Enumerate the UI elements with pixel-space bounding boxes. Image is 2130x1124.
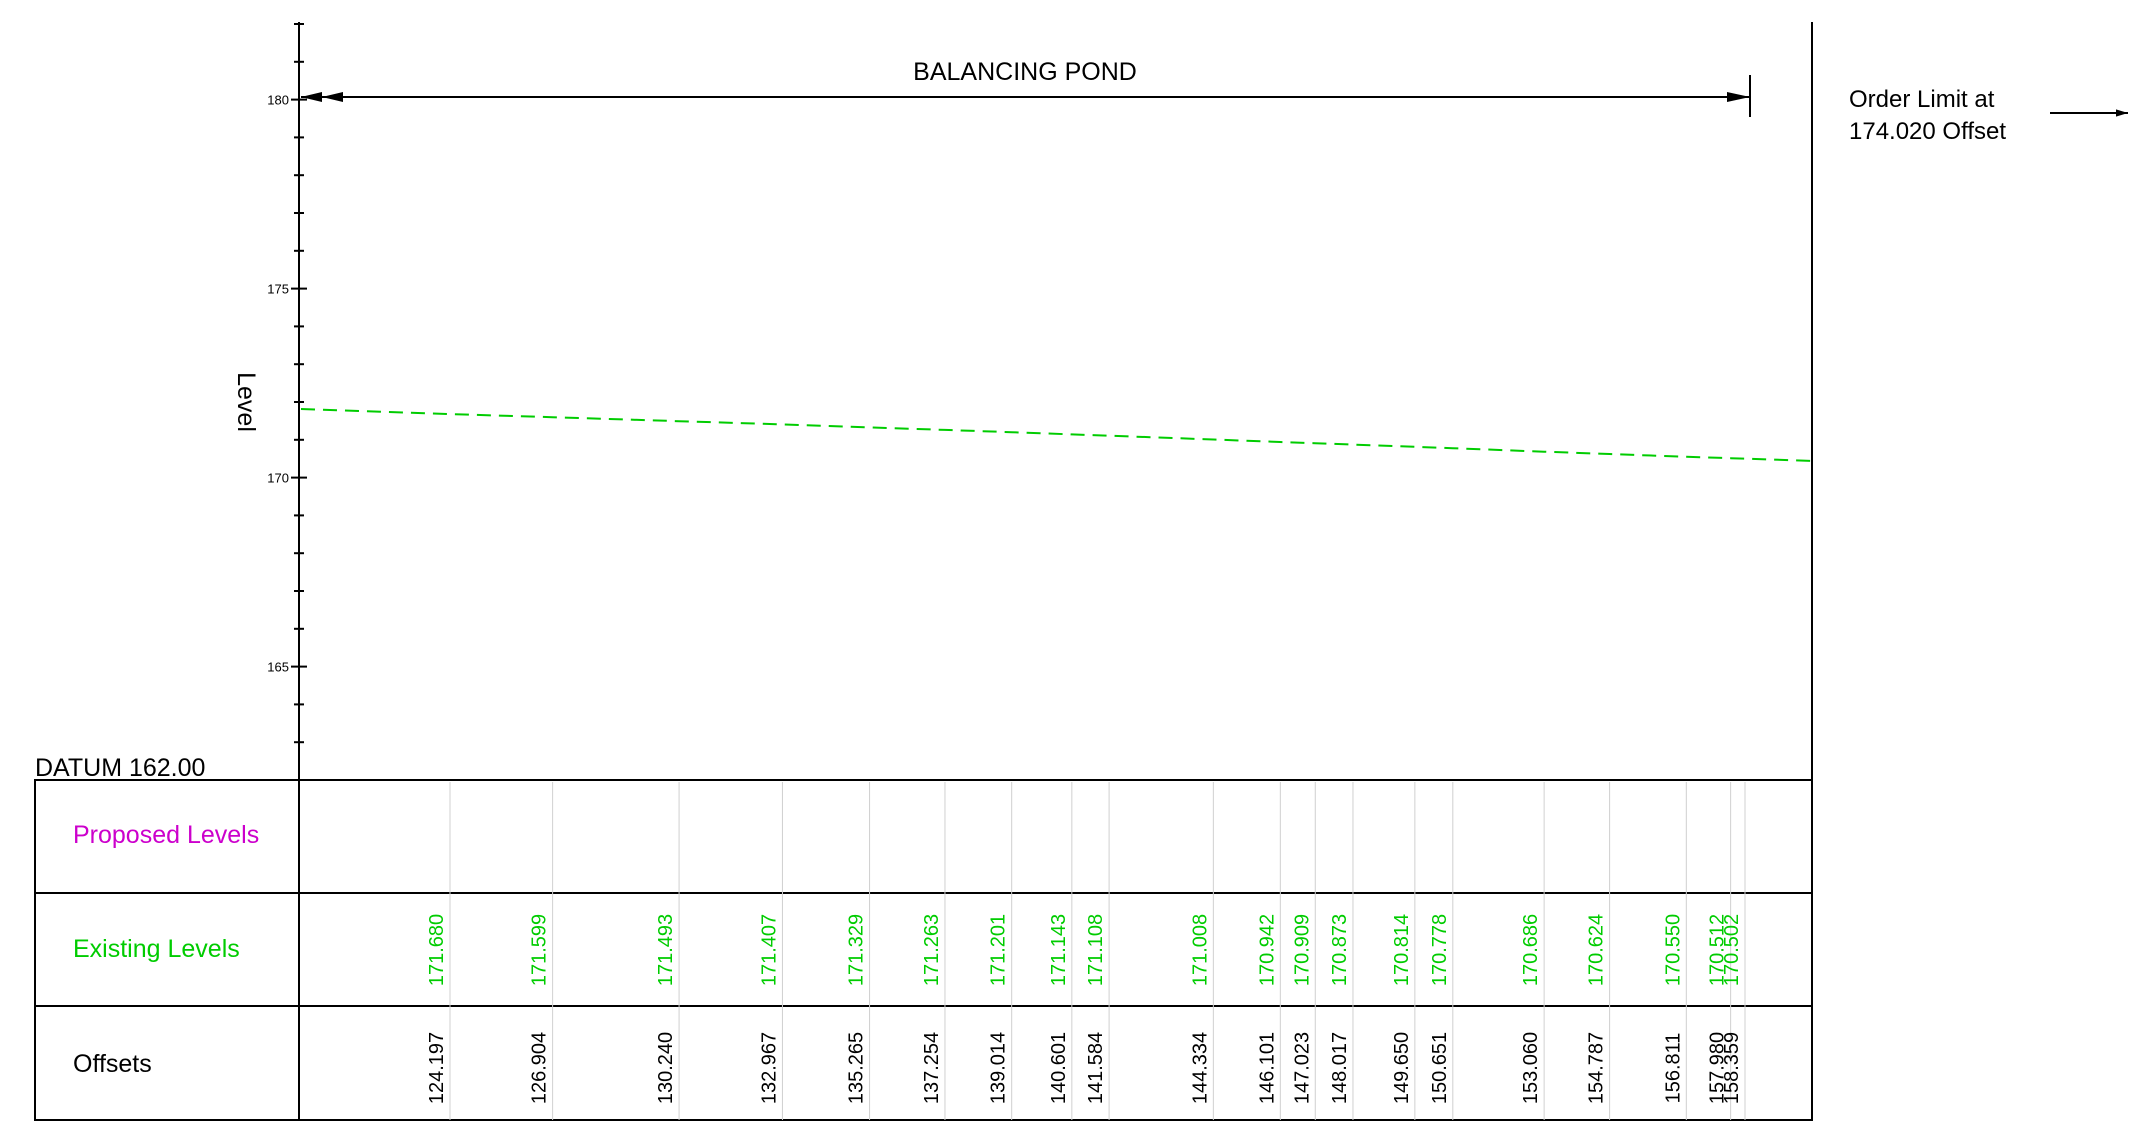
y-axis-tick-labels: 165 170 175 180 <box>267 93 289 675</box>
offset-value: 148.017 <box>1329 1032 1351 1104</box>
existing-level-values: 171.680 171.599 171.493 171.407 171.329 171.2… <box>426 914 1743 986</box>
existing-level-value: 171.493 <box>655 914 677 986</box>
band-gridlines <box>449 782 1746 1120</box>
existing-level-value: 170.502 <box>1721 914 1743 986</box>
offset-value: 126.904 <box>529 1032 551 1104</box>
existing-level-value: 170.909 <box>1291 914 1313 986</box>
balancing-pond-arrow-right-icon <box>1727 92 1750 102</box>
order-limit-line-2: 174.020 Offset <box>1849 118 2006 145</box>
existing-level-value: 170.624 <box>1586 914 1608 986</box>
offset-value: 147.023 <box>1291 1032 1313 1104</box>
y-axis-label: Level <box>232 372 260 432</box>
offset-value: 150.651 <box>1429 1032 1451 1104</box>
offset-value: 135.265 <box>846 1032 868 1104</box>
existing-level-value: 170.873 <box>1329 914 1351 986</box>
offset-value: 154.787 <box>1586 1032 1608 1104</box>
offset-value: 144.334 <box>1189 1032 1211 1104</box>
existing-level-value: 170.550 <box>1662 914 1684 986</box>
offset-value: 137.254 <box>921 1032 943 1104</box>
balancing-pond-arrow-left-icon <box>301 92 343 102</box>
row-label-existing-levels: Existing Levels <box>73 935 240 963</box>
row-label-proposed-levels: Proposed Levels <box>73 821 259 849</box>
existing-level-value: 171.329 <box>846 914 868 986</box>
existing-level-value: 171.201 <box>988 914 1010 986</box>
offset-value: 157.980 <box>1707 1032 1729 1104</box>
y-tick-label: 170 <box>267 471 289 486</box>
datum-label: DATUM 162.00 <box>35 754 205 782</box>
y-tick-label: 175 <box>267 282 289 297</box>
y-tick-label: 180 <box>267 93 289 108</box>
existing-levels-profile-line <box>300 408 1813 462</box>
offset-value: 156.811 <box>1662 1033 1684 1104</box>
existing-level-value: 171.599 <box>529 914 551 986</box>
existing-level-value: 170.814 <box>1391 914 1413 986</box>
order-limit-line-1: Order Limit at <box>1849 86 1995 113</box>
existing-level-value: 171.263 <box>921 914 943 986</box>
y-axis-ticks <box>291 23 307 744</box>
existing-level-value: 171.008 <box>1189 914 1211 986</box>
existing-level-value: 170.686 <box>1520 914 1542 986</box>
offset-value: 130.240 <box>655 1032 677 1104</box>
row-label-offsets: Offsets <box>73 1050 152 1078</box>
balancing-pond-dimension: BALANCING POND <box>301 58 1751 117</box>
offset-value: 132.967 <box>758 1032 780 1104</box>
existing-level-value: 171.407 <box>758 914 780 986</box>
existing-level-value: 170.778 <box>1429 914 1451 986</box>
offset-value: 141.584 <box>1085 1032 1107 1104</box>
existing-level-value: 171.108 <box>1085 914 1107 986</box>
offset-value: 140.601 <box>1048 1032 1070 1104</box>
y-tick-label: 165 <box>267 660 289 675</box>
order-limit-note: Order Limit at 174.020 Offset <box>1849 86 2128 145</box>
offset-value: 146.101 <box>1256 1032 1278 1104</box>
existing-level-value: 170.512 <box>1707 914 1729 986</box>
existing-level-value: 171.143 <box>1048 914 1070 986</box>
existing-level-value: 171.680 <box>426 914 448 986</box>
band-table <box>34 779 1813 1121</box>
existing-level-value: 170.942 <box>1256 914 1278 986</box>
offset-value: 158.359 <box>1721 1032 1743 1104</box>
offset-value: 139.014 <box>988 1032 1010 1104</box>
offset-value: 149.650 <box>1391 1032 1413 1104</box>
offset-value: 153.060 <box>1520 1032 1542 1104</box>
balancing-pond-title: BALANCING POND <box>913 58 1137 86</box>
offset-value: 124.197 <box>426 1032 448 1104</box>
offset-values: 124.197 126.904 130.240 132.967 135.265 137.2… <box>426 1032 1743 1104</box>
